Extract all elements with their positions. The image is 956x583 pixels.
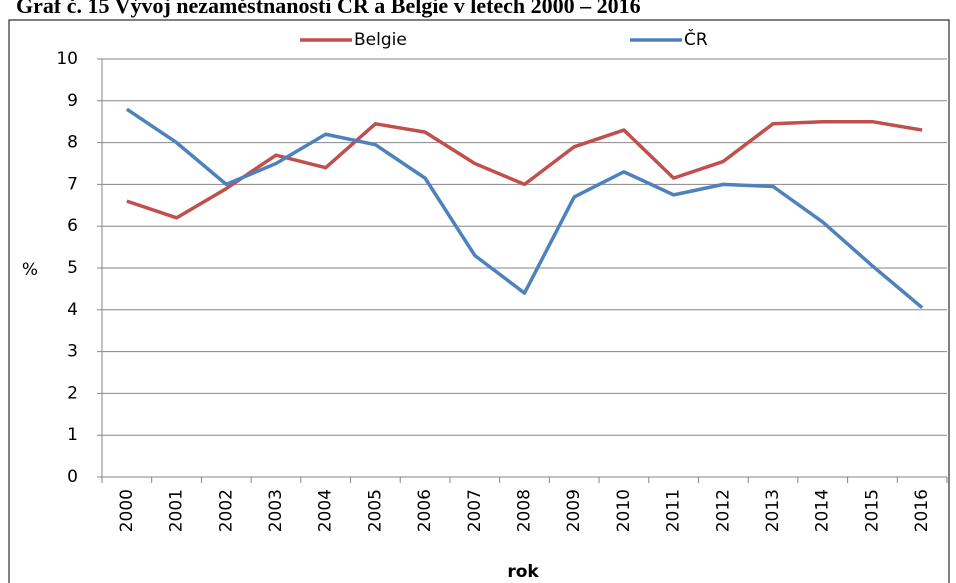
x-tick-label: 2006 [415,489,435,532]
x-tick-label: 2004 [316,489,336,532]
y-tick-label: 5 [67,258,78,278]
legend-label: ČR [684,28,708,50]
x-tick-label: 2014 [813,489,833,532]
x-tick-label: 2007 [465,489,485,532]
chart-frame [8,19,950,583]
x-tick-label: 2012 [713,489,733,532]
x-tick-label: 2005 [365,489,385,532]
x-tick-label: 2013 [763,489,783,532]
y-tick-label: 9 [67,91,78,111]
x-axis-label: rok [507,562,539,582]
y-tick-label: 8 [67,133,78,153]
x-tick-label: 2010 [614,489,634,532]
y-tick-label: 0 [67,467,78,487]
y-tick-label: 7 [67,174,78,194]
y-axis-label: % [22,260,38,280]
x-tick-label: 2009 [564,489,584,532]
x-tick-label: 2002 [216,489,236,532]
y-tick-label: 10 [56,49,78,69]
legend-label: Belgie [354,30,407,50]
x-tick-label: 2015 [862,489,882,532]
y-tick-label: 6 [67,216,78,236]
y-tick-label: 4 [67,300,78,320]
x-tick-label: 2000 [117,489,137,532]
x-tick-label: 2011 [664,489,684,532]
x-tick-label: 2016 [912,489,932,532]
y-tick-label: 3 [67,342,78,362]
x-tick-label: 2003 [266,489,286,532]
series-line [126,119,923,220]
y-tick-label: 2 [67,383,78,403]
y-tick-label: 1 [67,425,78,445]
chart-title: Graf č. 15 Vývoj nezaměstnanosti ČR a Be… [16,0,641,18]
x-tick-label: 2008 [515,489,535,532]
series-line [125,107,924,310]
x-tick-label: 2001 [167,489,187,532]
